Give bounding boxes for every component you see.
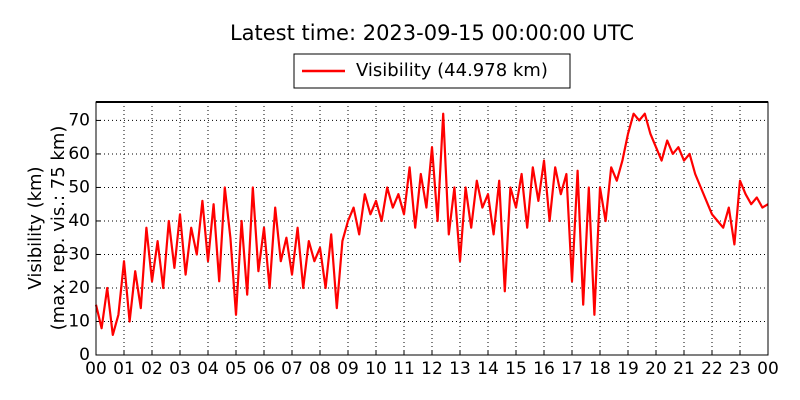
- x-tick-label: 20: [645, 359, 667, 379]
- y-tick-label: 30: [68, 244, 90, 264]
- x-tick-label: 23: [729, 359, 751, 379]
- y-tick-label: 40: [68, 211, 90, 231]
- x-tick-label: 00: [757, 359, 779, 379]
- plot-area: [96, 102, 768, 355]
- x-tick-label: 19: [617, 359, 639, 379]
- x-tick-label: 16: [533, 359, 555, 379]
- x-tick-label: 18: [589, 359, 611, 379]
- x-tick-label: 12: [421, 359, 443, 379]
- x-tick-label: 15: [505, 359, 527, 379]
- y-tick-label: 0: [79, 345, 90, 365]
- y-tick-label: 10: [68, 311, 90, 331]
- x-tick-label: 07: [281, 359, 303, 379]
- x-tick-label: 06: [253, 359, 275, 379]
- y-axis-title: Visibility (km) (max. rep. vis.: 75 km): [25, 126, 69, 331]
- y-tick-label: 60: [68, 144, 90, 164]
- x-tick-label: 10: [365, 359, 387, 379]
- x-tick-label: 05: [225, 359, 247, 379]
- data-line: [94, 112, 769, 336]
- chart-title: Latest time: 2023-09-15 00:00:00 UTC: [230, 21, 634, 45]
- x-tick-label: 11: [393, 359, 415, 379]
- x-tick-label: 09: [337, 359, 359, 379]
- x-tick-label: 13: [449, 359, 471, 379]
- x-tick-label: 04: [197, 359, 219, 379]
- x-tick-label: 00: [85, 359, 107, 379]
- x-tick-label: 03: [169, 359, 191, 379]
- y-tick-label: 20: [68, 278, 90, 298]
- y-tick-label: 70: [68, 110, 90, 130]
- x-tick-label: 17: [561, 359, 583, 379]
- x-tick-label: 08: [309, 359, 331, 379]
- x-tick-label: 02: [141, 359, 163, 379]
- legend: Visibility (44.978 km): [293, 53, 571, 89]
- legend-label: Visibility (44.978 km): [356, 60, 548, 81]
- y-label-line: Visibility (km): [25, 166, 46, 289]
- y-label-line: (max. rep. vis.: 75 km): [48, 126, 69, 331]
- x-tick-label: 01: [113, 359, 135, 379]
- x-tick-label: 14: [477, 359, 499, 379]
- y-tick-label: 50: [68, 177, 90, 197]
- x-tick-label: 21: [673, 359, 695, 379]
- x-tick-label: 22: [701, 359, 723, 379]
